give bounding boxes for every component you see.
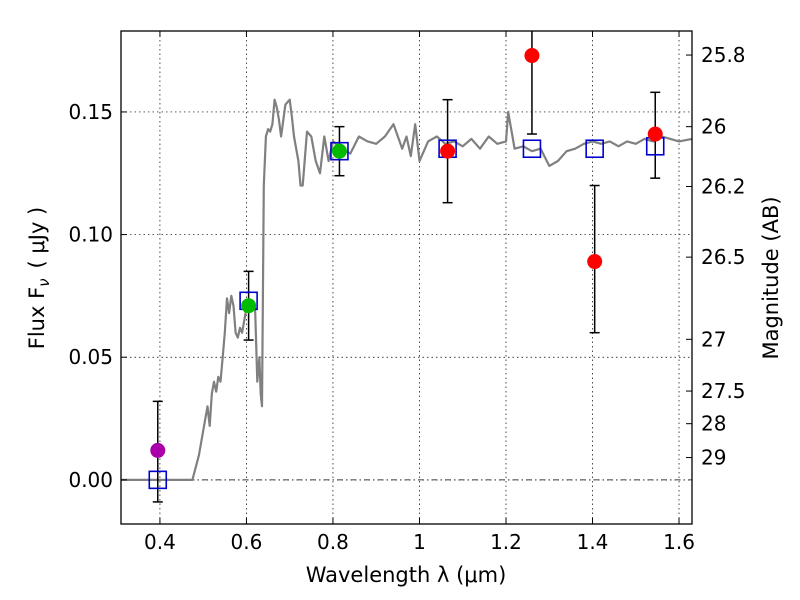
magnitude-tick-label: 27 bbox=[701, 327, 726, 351]
y-tick-label: 0.00 bbox=[68, 468, 113, 492]
magnitude-tick-label: 28 bbox=[701, 412, 726, 436]
magnitude-tick-label: 25.8 bbox=[701, 43, 746, 67]
observed-flux-point bbox=[587, 254, 603, 270]
y-axis-ticks: 0.00 0.05 0.10 0.15 bbox=[68, 100, 127, 492]
model-spectrum-layer bbox=[121, 98, 693, 481]
x-tick-label: 0.8 bbox=[317, 530, 349, 554]
observed-flux-point bbox=[647, 126, 663, 142]
y-tick-label: 0.10 bbox=[68, 223, 113, 247]
x-tick-label: 0.4 bbox=[144, 530, 176, 554]
observed-flux-point bbox=[241, 298, 257, 314]
plot-frame bbox=[120, 30, 693, 525]
model-photometry-square bbox=[522, 139, 542, 159]
model-photometry-square bbox=[330, 141, 349, 161]
observed-flux-point bbox=[331, 143, 347, 159]
x-axis-label: Wavelength λ (μm) bbox=[306, 563, 507, 587]
magnitude-tick-label: 26.5 bbox=[701, 245, 746, 269]
x-tick-label: 1.2 bbox=[490, 530, 522, 554]
y-tick-label: 0.15 bbox=[68, 100, 113, 124]
observed-flux-point bbox=[524, 48, 540, 64]
x-tick-label: 1.4 bbox=[577, 530, 609, 554]
magnitude-axis-ticks: 25.8 26 26.2 26.5 27 27.5 28 29 bbox=[686, 43, 746, 470]
error-bars bbox=[152, 31, 661, 503]
x-axis-ticks: 0.4 0.6 0.8 1 1.2 1.4 1.6 bbox=[144, 31, 695, 554]
y-axis-label-main: Flux F bbox=[25, 287, 49, 349]
x-tick-label: 1 bbox=[413, 530, 426, 554]
x-tick-label: 0.6 bbox=[231, 530, 263, 554]
observed-flux-point bbox=[150, 442, 166, 458]
y-tick-label: 0.05 bbox=[68, 345, 113, 369]
grid bbox=[121, 31, 692, 524]
model-spectrum-line bbox=[121, 98, 693, 481]
magnitude-tick-label: 26 bbox=[701, 115, 726, 139]
observed-photometry-markers bbox=[150, 48, 663, 458]
magnitude-tick-label: 29 bbox=[701, 446, 726, 470]
x-tick-label: 1.6 bbox=[663, 530, 695, 554]
y-axis-label: Flux Fν ( μJy ) bbox=[25, 207, 53, 350]
model-photometry-square bbox=[148, 470, 168, 490]
y-axis-label-subscript: ν bbox=[35, 278, 53, 286]
y-axis-label-unit: ( μJy ) bbox=[25, 207, 49, 269]
model-photometry-square bbox=[585, 139, 604, 159]
magnitude-axis-label: Magnitude (AB) bbox=[759, 196, 783, 359]
magnitude-tick-label: 26.2 bbox=[701, 175, 746, 199]
observed-flux-point bbox=[440, 143, 456, 159]
magnitude-tick-label: 27.5 bbox=[701, 379, 746, 403]
